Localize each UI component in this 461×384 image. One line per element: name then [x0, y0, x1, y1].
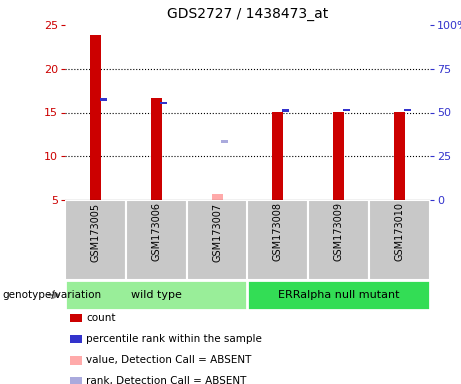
Bar	[248, 200, 308, 280]
Text: GSM173007: GSM173007	[212, 202, 222, 262]
Bar	[404, 109, 411, 111]
Bar	[272, 112, 284, 200]
Bar	[221, 140, 228, 143]
Bar	[126, 200, 187, 280]
Text: count: count	[86, 313, 116, 323]
Text: wild type: wild type	[131, 290, 182, 300]
Text: GSM173009: GSM173009	[334, 202, 344, 262]
Bar	[212, 194, 223, 200]
Bar	[248, 280, 430, 310]
Bar	[282, 109, 289, 112]
Title: GDS2727 / 1438473_at: GDS2727 / 1438473_at	[167, 7, 328, 21]
Bar	[65, 200, 126, 280]
Bar	[187, 200, 248, 280]
Text: ERRalpha null mutant: ERRalpha null mutant	[278, 290, 400, 300]
Text: GSM173010: GSM173010	[395, 202, 405, 262]
Text: percentile rank within the sample: percentile rank within the sample	[86, 334, 262, 344]
Text: value, Detection Call = ABSENT: value, Detection Call = ABSENT	[86, 355, 252, 365]
Text: genotype/variation: genotype/variation	[2, 290, 101, 300]
Bar	[308, 200, 369, 280]
Bar	[151, 99, 162, 200]
Bar	[333, 112, 344, 200]
Text: GSM173008: GSM173008	[273, 202, 283, 262]
Bar	[160, 101, 167, 104]
Bar	[100, 98, 106, 101]
Bar	[65, 280, 248, 310]
Bar	[369, 200, 430, 280]
Bar	[394, 112, 405, 200]
Text: rank, Detection Call = ABSENT: rank, Detection Call = ABSENT	[86, 376, 247, 384]
Text: GSM173005: GSM173005	[90, 202, 100, 262]
Text: GSM173006: GSM173006	[151, 202, 161, 262]
Bar	[343, 109, 350, 111]
Bar	[90, 35, 101, 200]
